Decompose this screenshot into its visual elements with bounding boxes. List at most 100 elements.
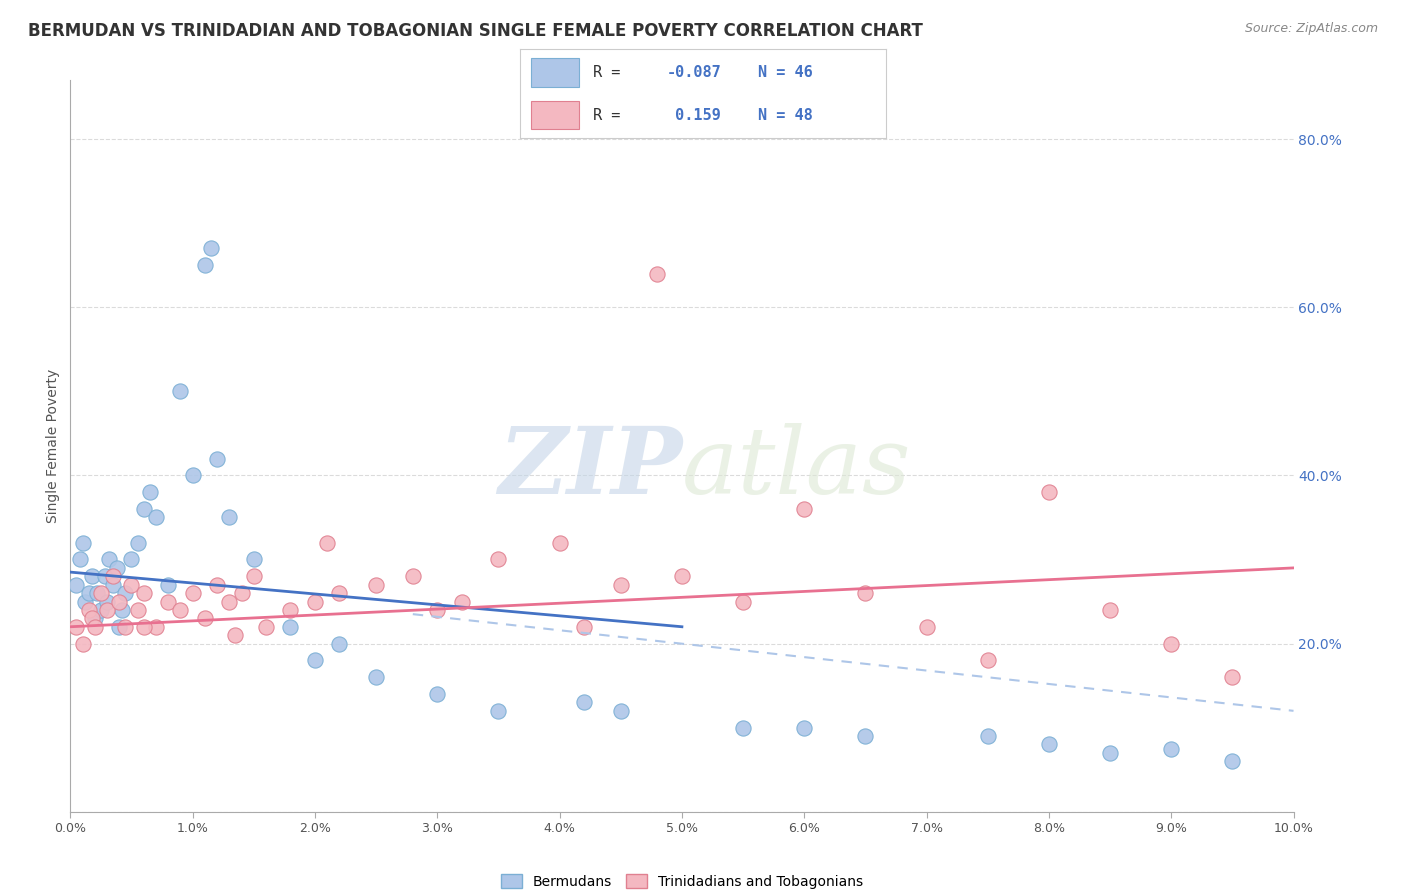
- Point: [915, 620, 938, 634]
- Point: [77, 586, 100, 600]
- Point: [793, 502, 815, 516]
- Point: [96, 594, 118, 608]
- Point: [90, 586, 112, 600]
- Point: [181, 468, 204, 483]
- Point: [108, 594, 131, 608]
- Point: [83, 611, 105, 625]
- Point: [733, 721, 755, 735]
- Bar: [531, 101, 579, 129]
- Point: [304, 594, 326, 608]
- Point: [243, 552, 266, 566]
- Point: [280, 620, 302, 634]
- Point: [402, 569, 425, 583]
- Point: [243, 569, 266, 583]
- Point: [69, 552, 91, 566]
- Y-axis label: Single Female Poverty: Single Female Poverty: [46, 369, 60, 523]
- Point: [132, 586, 155, 600]
- Point: [111, 603, 134, 617]
- Point: [82, 611, 104, 625]
- Point: [793, 721, 815, 735]
- Point: [488, 552, 510, 566]
- Text: BERMUDAN VS TRINIDADIAN AND TOBAGONIAN SINGLE FEMALE POVERTY CORRELATION CHART: BERMUDAN VS TRINIDADIAN AND TOBAGONIAN S…: [28, 22, 922, 40]
- Point: [304, 653, 326, 667]
- Text: N = 46: N = 46: [758, 65, 813, 79]
- Point: [200, 242, 222, 256]
- Point: [366, 670, 388, 684]
- Text: 0.159: 0.159: [666, 108, 721, 122]
- Point: [548, 535, 571, 549]
- Point: [328, 636, 350, 650]
- Point: [977, 653, 1000, 667]
- Bar: [531, 58, 579, 87]
- Point: [205, 578, 228, 592]
- Point: [96, 603, 118, 617]
- Point: [671, 569, 693, 583]
- Point: [855, 586, 877, 600]
- Point: [733, 594, 755, 608]
- Point: [1160, 636, 1182, 650]
- Point: [132, 502, 155, 516]
- Point: [127, 535, 149, 549]
- Point: [855, 729, 877, 743]
- Point: [105, 561, 128, 575]
- Point: [328, 586, 350, 600]
- Point: [610, 578, 633, 592]
- Point: [254, 620, 277, 634]
- Point: [194, 611, 217, 625]
- Point: [86, 586, 108, 600]
- Point: [218, 510, 240, 524]
- Point: [366, 578, 388, 592]
- Legend: Bermudans, Trinidadians and Tobagonians: Bermudans, Trinidadians and Tobagonians: [501, 874, 863, 889]
- Point: [450, 594, 472, 608]
- Text: -0.087: -0.087: [666, 65, 721, 79]
- Point: [157, 594, 180, 608]
- Point: [114, 620, 136, 634]
- Point: [977, 729, 1000, 743]
- Point: [77, 603, 100, 617]
- Point: [98, 552, 121, 566]
- Point: [72, 535, 94, 549]
- Point: [169, 603, 191, 617]
- Point: [93, 569, 115, 583]
- Point: [82, 569, 104, 583]
- Point: [65, 620, 87, 634]
- Point: [280, 603, 302, 617]
- Point: [101, 578, 124, 592]
- Text: ZIP: ZIP: [498, 423, 682, 513]
- Point: [90, 603, 112, 617]
- Point: [139, 485, 162, 500]
- Point: [114, 586, 136, 600]
- Point: [1038, 485, 1060, 500]
- Point: [194, 258, 217, 272]
- Text: N = 48: N = 48: [758, 108, 813, 122]
- Text: R =: R =: [593, 65, 620, 79]
- Point: [316, 535, 339, 549]
- Point: [572, 695, 595, 709]
- Point: [181, 586, 204, 600]
- Point: [488, 704, 510, 718]
- Point: [1038, 738, 1060, 752]
- Point: [157, 578, 180, 592]
- Point: [101, 569, 124, 583]
- Point: [231, 586, 253, 600]
- Point: [610, 704, 633, 718]
- Point: [127, 603, 149, 617]
- Point: [572, 620, 595, 634]
- Text: atlas: atlas: [682, 423, 911, 513]
- Point: [1099, 603, 1122, 617]
- Point: [224, 628, 246, 642]
- Point: [426, 687, 449, 701]
- Point: [145, 620, 167, 634]
- Point: [426, 603, 449, 617]
- Point: [1099, 746, 1122, 760]
- Point: [647, 267, 669, 281]
- Point: [1160, 741, 1182, 756]
- Text: Source: ZipAtlas.com: Source: ZipAtlas.com: [1244, 22, 1378, 36]
- Point: [65, 578, 87, 592]
- Point: [121, 552, 143, 566]
- Point: [83, 620, 105, 634]
- Point: [121, 578, 143, 592]
- Point: [108, 620, 131, 634]
- Point: [132, 620, 155, 634]
- Point: [1222, 754, 1244, 768]
